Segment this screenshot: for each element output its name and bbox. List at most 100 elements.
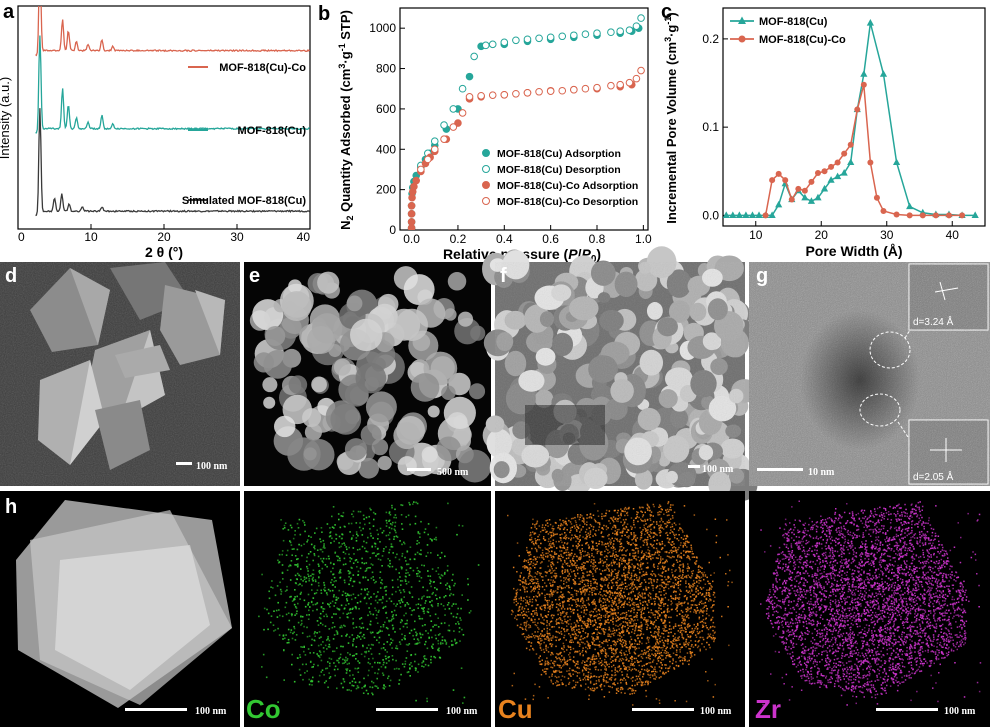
eds-dot [589, 530, 592, 532]
eds-dot [569, 672, 571, 675]
eds-dot [564, 630, 566, 633]
eds-dot [420, 553, 422, 556]
eds-dot [631, 618, 633, 620]
eds-dot [690, 631, 692, 633]
eds-dot [550, 564, 552, 566]
eds-dot [624, 579, 626, 581]
eds-dot [715, 541, 717, 544]
eds-dot [392, 628, 394, 630]
eds-dot [619, 639, 622, 642]
eds-dot [379, 541, 381, 543]
eds-dot [329, 676, 332, 678]
eds-dot [593, 589, 595, 592]
eds-dot [329, 606, 331, 608]
eds-dot [372, 579, 375, 581]
octahedral-crystals [30, 262, 225, 470]
eds-dot [433, 655, 435, 658]
eds-dot [384, 655, 387, 658]
eds-dot [333, 650, 336, 653]
eds-dot [557, 631, 559, 633]
eds-dot [584, 637, 586, 639]
eds-dot [645, 589, 647, 591]
eds-dot [448, 645, 450, 648]
eds-dot [538, 556, 541, 559]
eds-dot [618, 618, 620, 620]
eds-dot [318, 674, 321, 677]
eds-dot [577, 545, 579, 548]
eds-dot [296, 565, 299, 568]
eds-dot [523, 576, 525, 579]
eds-dot [400, 504, 402, 506]
eds-dot [661, 659, 663, 661]
eds-dot [617, 518, 619, 520]
eds-dot [354, 681, 357, 684]
eds-dot [582, 561, 585, 564]
eds-dot [407, 571, 409, 574]
eds-dot [661, 664, 663, 666]
eds-dot [427, 664, 430, 667]
eds-dot [671, 568, 673, 571]
eds-dot [385, 546, 387, 548]
eds-dot [671, 531, 673, 533]
panel-b-point [546, 33, 555, 42]
eds-dot [689, 648, 691, 650]
eds-dot [328, 657, 331, 660]
eds-dot [651, 623, 654, 625]
eds-dot [612, 603, 615, 605]
eds-dot [293, 598, 295, 600]
eds-dot [291, 613, 293, 616]
eds-dot [387, 534, 390, 536]
eds-dot [617, 687, 619, 690]
eds-dot [372, 613, 375, 616]
eds-dot [675, 661, 677, 663]
eds-dot [372, 525, 375, 527]
eds-dot [348, 594, 351, 597]
eds-dot [447, 629, 450, 632]
eds-dot [610, 547, 613, 549]
eds-dot [537, 580, 539, 583]
eds-dot [372, 537, 374, 539]
eds-dot [673, 647, 675, 649]
eds-dot [641, 642, 643, 645]
eds-dot [584, 592, 586, 594]
eds-dot [634, 594, 636, 597]
eds-dot [621, 558, 624, 560]
eds-dot [563, 616, 565, 618]
eds-dot [702, 607, 704, 610]
eds-dot [294, 614, 296, 616]
eds-dot [287, 628, 290, 631]
eds-dot [626, 585, 628, 588]
eds-dot [679, 627, 681, 630]
eds-dot [595, 638, 597, 640]
eds-dot [527, 551, 529, 554]
eds-dot [654, 551, 657, 554]
eds-dot [646, 573, 648, 576]
eds-dot [597, 510, 599, 512]
eds-dot [346, 593, 349, 595]
eds-dot [367, 567, 369, 569]
eds-dot [619, 669, 621, 672]
eds-dot [353, 677, 355, 680]
eds-dot [532, 615, 534, 618]
eds-dot [377, 533, 379, 536]
eds-dot [648, 653, 650, 655]
eds-dot [581, 597, 583, 599]
panel-b-point [607, 81, 615, 90]
eds-dot [675, 533, 677, 536]
eds-dot [583, 579, 585, 582]
eds-dot [534, 612, 536, 614]
eds-dot [615, 629, 618, 632]
eds-dot [559, 638, 561, 640]
eds-dot [564, 532, 566, 534]
eds-dot [661, 654, 664, 657]
eds-dot [329, 535, 332, 537]
eds-dot [627, 604, 629, 606]
panel-a-legend-entry: Simulated MOF-818(Cu) [182, 195, 306, 207]
eds-dot [655, 635, 657, 638]
eds-dot [416, 633, 418, 635]
eds-dot [340, 682, 343, 685]
eds-dot [405, 560, 407, 562]
eds-dot [575, 592, 578, 595]
eds-dot [628, 572, 630, 574]
